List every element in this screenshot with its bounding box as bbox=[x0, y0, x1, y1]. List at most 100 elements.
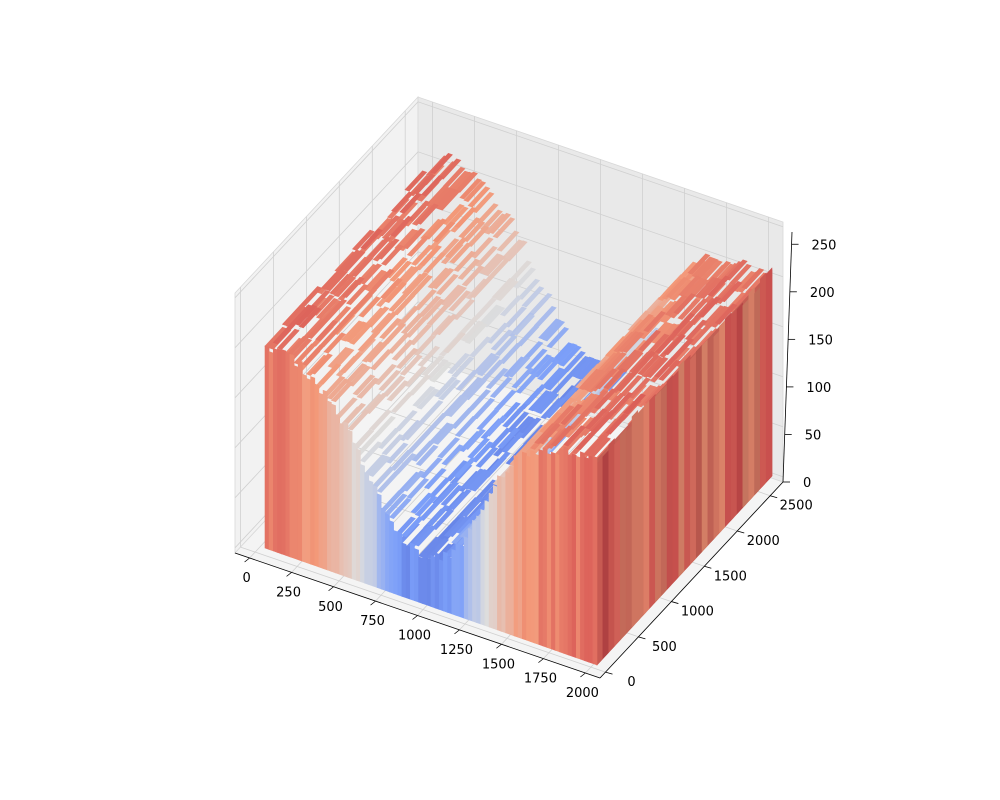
surface-front-stripe bbox=[459, 544, 465, 619]
surface-top-patch bbox=[471, 191, 495, 214]
surface-front-stripe bbox=[526, 455, 531, 643]
surface-right-strip bbox=[631, 409, 639, 628]
surface-right-strip bbox=[602, 449, 609, 660]
y-tick-label: 500 bbox=[652, 640, 677, 655]
surface-top-patch bbox=[412, 173, 436, 195]
surface-top-patch bbox=[621, 331, 645, 353]
surface-top-patch bbox=[575, 429, 599, 451]
surface-top-patch bbox=[385, 442, 409, 464]
x-tick-mark bbox=[328, 586, 334, 592]
surface-front-stripe bbox=[517, 453, 523, 640]
y-tick-mark bbox=[671, 601, 679, 604]
surface-top-patch bbox=[375, 311, 398, 333]
surface-top-patch bbox=[501, 431, 525, 454]
z-tick-label: 50 bbox=[805, 428, 822, 443]
x-tick-label: 0 bbox=[242, 571, 250, 586]
surface-top-patch bbox=[707, 275, 731, 297]
surface-top-patch bbox=[469, 276, 493, 298]
z-axis-ticks: 0 50 100 150 200 250 bbox=[783, 238, 836, 491]
surface-top-patch bbox=[490, 329, 514, 351]
surface-top-patch bbox=[463, 180, 487, 203]
surface-top-patch bbox=[628, 377, 651, 399]
surface-top-patch bbox=[454, 206, 477, 229]
surface-front-stripe bbox=[530, 450, 536, 644]
surface-top-patch bbox=[699, 277, 722, 299]
surface-top-patch bbox=[470, 237, 494, 259]
surface-front-stripe bbox=[422, 550, 428, 606]
surface-top-patch bbox=[462, 220, 486, 242]
z-gridline bbox=[234, 151, 784, 349]
surface-top-patch bbox=[329, 273, 353, 295]
surface-top-patch bbox=[504, 306, 527, 328]
surface-front-stripe bbox=[297, 359, 303, 562]
surface-front-stripe bbox=[405, 545, 411, 600]
surface-top-patch bbox=[323, 332, 347, 354]
surface-top-patch bbox=[301, 344, 325, 366]
surface-top-patch bbox=[529, 293, 553, 315]
surface-top-patch bbox=[461, 265, 485, 287]
surface-top-patch bbox=[453, 250, 477, 272]
y-tick-mark bbox=[770, 495, 778, 499]
surface-top-patch bbox=[677, 298, 701, 320]
surface-top-patch bbox=[451, 356, 475, 378]
surface-front-stripe bbox=[372, 485, 378, 588]
surface-top-patch bbox=[554, 343, 578, 365]
surface-top-patch bbox=[665, 277, 689, 299]
surface-front-stripe bbox=[505, 471, 511, 635]
x-tick-mark bbox=[412, 615, 418, 620]
surface-top-patch bbox=[497, 427, 520, 449]
surface-top-patch bbox=[356, 377, 380, 399]
surface-right-strip bbox=[754, 286, 761, 496]
surface-top-patch bbox=[687, 253, 711, 275]
surface-front-stripe bbox=[434, 552, 440, 610]
surface-top-patch bbox=[359, 441, 383, 463]
surface-top-patch bbox=[539, 412, 563, 434]
x-tick-mark bbox=[580, 672, 586, 678]
surface-top-patch bbox=[357, 330, 381, 352]
surface-front-stripe bbox=[364, 472, 370, 586]
surface-top-patch bbox=[470, 470, 494, 492]
surface-top-patch bbox=[605, 413, 629, 435]
surface-front-stripe bbox=[551, 451, 556, 651]
surface-front-stripe bbox=[592, 455, 598, 666]
surface-top-patch bbox=[316, 298, 339, 320]
surface-top-patch bbox=[485, 367, 509, 390]
surface-front-stripe bbox=[571, 453, 577, 659]
surface-top-patch bbox=[486, 322, 510, 344]
surface-front-stripe bbox=[368, 480, 374, 587]
surface-top-patch bbox=[351, 255, 374, 278]
x-tick-label: 500 bbox=[318, 600, 343, 615]
surface-top-patch bbox=[476, 409, 500, 431]
surface-right-strip bbox=[666, 374, 674, 591]
surface-right-strip bbox=[730, 308, 738, 521]
surface-top-patch bbox=[376, 238, 400, 260]
surface-front-stripe bbox=[567, 454, 573, 657]
surface-right-strip bbox=[625, 425, 633, 635]
surface-top-patch bbox=[325, 270, 348, 292]
surface-top-patch bbox=[384, 493, 408, 515]
surface-front-stripe bbox=[492, 484, 498, 631]
surface-top-patch bbox=[346, 284, 369, 306]
surface-top-patch bbox=[453, 456, 477, 479]
surface-top-patch bbox=[421, 175, 444, 197]
surface-top-patch bbox=[491, 277, 515, 300]
surface-top-patch bbox=[433, 423, 456, 445]
surface-right-strip bbox=[713, 330, 720, 540]
surface-top-patch bbox=[441, 444, 465, 466]
surface-top-patch bbox=[449, 242, 472, 264]
surface-front-stripe bbox=[314, 383, 320, 568]
surface-top-patch bbox=[386, 380, 410, 402]
surface-front-stripe bbox=[463, 536, 469, 621]
surface-right-strip bbox=[655, 389, 662, 603]
surface-top-patch bbox=[365, 341, 389, 363]
surface-top-patch bbox=[481, 359, 505, 381]
surface-top-patch bbox=[536, 392, 560, 414]
surface-top-patch bbox=[426, 538, 450, 560]
surface-top-patch bbox=[402, 228, 426, 250]
surface-top-patch bbox=[349, 323, 372, 345]
surface-top-patch bbox=[454, 415, 478, 438]
surface-front-stripe bbox=[310, 376, 316, 566]
surface-top-patch bbox=[460, 320, 484, 342]
surface-top-patch bbox=[401, 516, 425, 538]
surface-right-strip bbox=[736, 302, 744, 515]
